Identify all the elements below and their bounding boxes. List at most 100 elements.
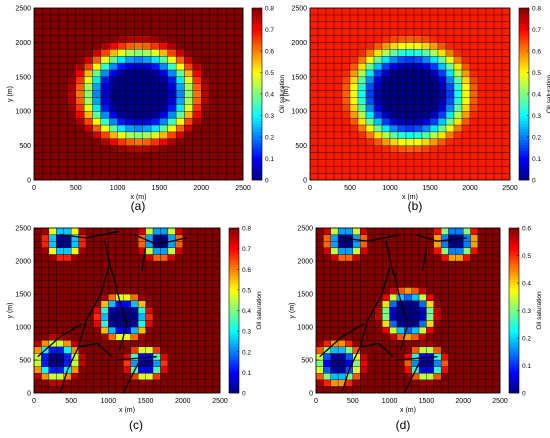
heatmap-cell [389,35,399,43]
heatmap-cell [440,260,449,268]
heatmap-cell [85,386,94,394]
heatmap-cell [426,359,434,367]
heatmap-cell [134,131,143,139]
y-axis-label: y (m) [283,86,290,102]
heatmap-cell [461,152,471,160]
heatmap-cell [455,274,464,282]
heatmap-cell [48,386,57,394]
x-tick-label: 500 [344,185,356,192]
heatmap-cell [100,145,110,153]
heatmap-cell [175,28,185,36]
heatmap-cell [234,7,244,16]
heatmap-cell [85,247,94,255]
heatmap-cell [142,145,152,153]
heatmap-cell [145,359,154,367]
heatmap-cell [469,166,479,174]
heatmap-cell [445,138,455,146]
colorbar-segment [519,13,529,17]
heatmap-cell [48,379,57,387]
heatmap-cell [234,28,244,36]
heatmap-cell [67,152,77,160]
heatmap-cell [485,353,493,361]
heatmap-cell [137,353,146,361]
colorbar-segment [519,134,529,138]
heatmap-cell [41,280,50,288]
heatmap-cell [33,320,42,328]
heatmap-cell [397,131,407,139]
heatmap-cell [445,14,455,22]
heatmap-cell [455,346,464,354]
heatmap-cell [455,373,464,381]
colorbar-segment [229,295,239,298]
heatmap-cell [75,21,85,29]
heatmap-cell [137,241,146,249]
heatmap-cell [367,320,376,328]
heatmap-cell [159,83,168,91]
heatmap-cell [75,35,85,43]
heatmap-cell [381,62,391,71]
heatmap-cell [125,42,135,50]
heatmap-cell [448,313,457,321]
heatmap-cell [381,97,391,105]
heatmap-cell [137,379,146,387]
colorbar-segment [252,128,262,132]
heatmap-cell [373,28,383,36]
heatmap-cell [389,326,398,334]
heatmap-cell [217,69,227,78]
heatmap-cell [404,254,412,262]
heatmap-cell [100,366,109,374]
colorbar-tick-label: 0 [242,391,246,398]
heatmap-cell [413,35,423,43]
colorbar-segment [519,75,529,79]
heatmap-cell [309,42,319,50]
heatmap-cell [461,117,471,126]
heatmap-cell [440,333,449,341]
heatmap-cell [85,280,94,288]
heatmap-cell [152,386,161,394]
heatmap-cell [359,241,368,249]
heatmap-cell [83,49,93,57]
heatmap-cell [463,267,471,275]
heatmap-cell [159,111,168,119]
heatmap-cell [341,49,351,57]
heatmap-cell [217,159,227,167]
colorbar-segment [252,75,262,79]
heatmap-cell [167,97,177,105]
heatmap-cell [429,104,439,112]
heatmap-cell [33,159,43,167]
colorbar-segment [509,372,519,376]
heatmap-cell [325,104,335,112]
heatmap-cell [226,49,235,57]
heatmap-cell [477,379,486,387]
heatmap-cell [56,320,64,328]
heatmap-cell [492,307,501,315]
colorbar-segment [229,271,239,275]
colorbar-segment [509,295,519,298]
heatmap-cell [469,104,479,112]
y-tick-label: 2000 [291,40,307,47]
heatmap-cell [92,90,102,98]
heatmap-cell [175,14,185,22]
heatmap-cell [317,7,327,16]
heatmap-cell [63,340,72,348]
heatmap-cell [429,49,439,57]
heatmap-cell [134,76,143,84]
heatmap-cell [345,320,354,328]
heatmap-cell [93,353,102,361]
heatmap-cell [150,111,160,119]
heatmap-cell [404,359,412,367]
heatmap-cell [58,138,68,146]
heatmap-cell [160,326,169,334]
heatmap-cell [389,76,399,84]
colorbar-segment [252,29,262,33]
colorbar-segment [252,118,262,122]
heatmap-cell [234,90,244,98]
heatmap-cell [56,326,64,334]
heatmap-cell [461,69,471,78]
heatmap-cell [349,49,359,57]
heatmap-cell [63,346,72,354]
heatmap-cell [357,7,367,16]
x-axis-label: x (m) [402,194,418,201]
heatmap-cell [33,131,43,139]
